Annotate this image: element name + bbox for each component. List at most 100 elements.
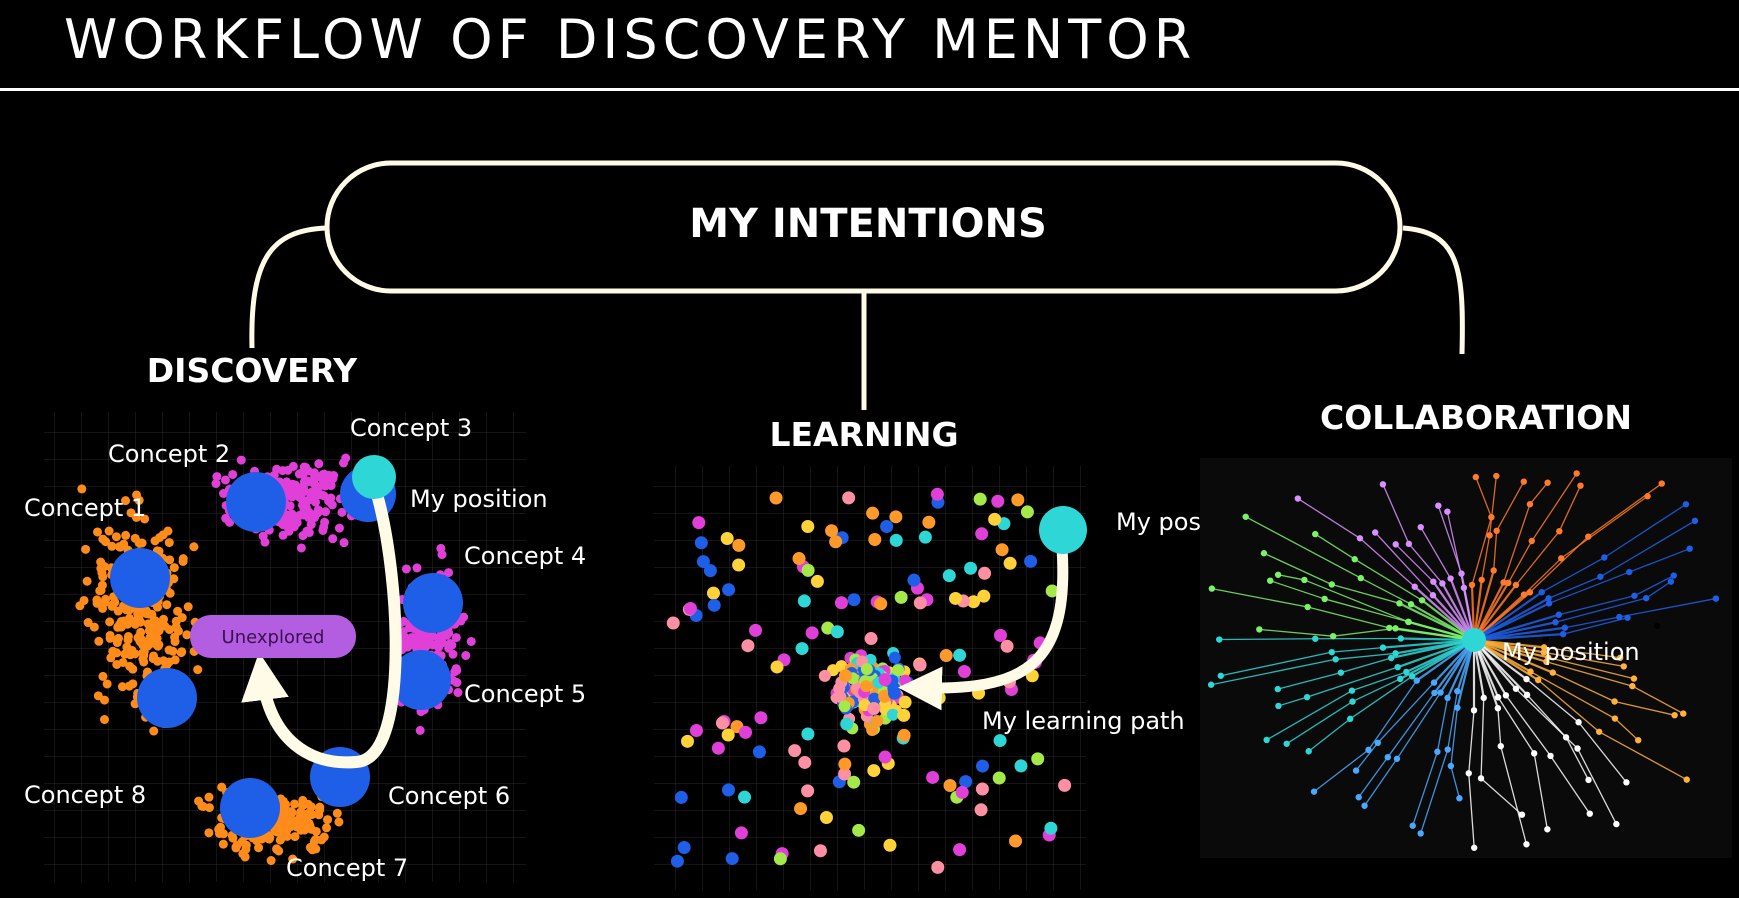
cluster-dot — [135, 636, 145, 646]
concept-node-7 — [220, 778, 280, 838]
cluster-dot — [92, 527, 102, 537]
network-edge — [1387, 692, 1435, 758]
unexplored-pill — [190, 615, 356, 658]
learning-dot — [754, 711, 768, 725]
network-edge — [1526, 678, 1580, 723]
network-edge — [1359, 537, 1416, 588]
concept-node-5 — [391, 650, 451, 710]
network-edge — [1314, 533, 1356, 560]
learning-dot — [878, 673, 892, 687]
cluster-dot — [193, 665, 203, 675]
learning-dot — [752, 745, 766, 759]
cluster-dot — [177, 647, 187, 657]
concept-node-4 — [403, 573, 463, 633]
cluster-dot — [114, 542, 124, 552]
concept-node-2 — [226, 472, 286, 532]
cluster-dot — [82, 576, 92, 586]
network-node — [1275, 702, 1282, 710]
learning-dot — [977, 589, 991, 603]
learning-dot — [993, 734, 1007, 748]
learning-dot — [943, 779, 957, 793]
cluster-dot — [452, 678, 462, 688]
cluster-dot — [212, 472, 222, 482]
cluster-dot — [260, 537, 270, 547]
network-edge — [1352, 678, 1401, 703]
cluster-dot — [121, 530, 131, 540]
cluster-dot — [338, 458, 348, 468]
learning-dot — [1011, 493, 1025, 507]
learning-dot — [801, 727, 815, 741]
learning-dot — [770, 660, 784, 674]
learning-dot — [798, 755, 812, 769]
learning-dot — [683, 602, 697, 616]
learning-dot — [1058, 778, 1072, 792]
learning-dot — [988, 512, 1002, 526]
network-node — [1351, 556, 1358, 563]
learning-dot — [681, 734, 695, 748]
network-edge — [1475, 476, 1492, 518]
network-edge — [1505, 694, 1552, 757]
network-node — [1310, 788, 1318, 795]
learning-dot — [696, 555, 710, 569]
cluster-dot — [112, 659, 122, 669]
cluster-dot — [337, 507, 347, 517]
learning-dot — [953, 648, 967, 662]
learning-dot — [706, 586, 720, 600]
my-position-node-collaboration — [1462, 628, 1486, 652]
cluster-dot — [407, 633, 417, 643]
network-edge — [1473, 613, 1560, 642]
network-node — [1586, 810, 1593, 817]
network-node — [1355, 794, 1362, 801]
cluster-dot — [173, 626, 183, 636]
cluster-dot — [131, 512, 141, 522]
cluster-dot — [182, 630, 192, 640]
network-node — [1403, 668, 1410, 676]
learning-dot — [889, 533, 903, 547]
learning-dot — [889, 510, 903, 524]
network-edge — [1507, 540, 1533, 584]
network-edge — [1481, 535, 1491, 581]
cluster-dot — [122, 642, 132, 652]
cluster-dot — [97, 580, 107, 590]
cluster-dot — [436, 543, 446, 553]
learning-dot — [666, 616, 680, 630]
cluster-dot — [290, 832, 300, 842]
cluster-dot — [214, 824, 224, 834]
network-edge — [1331, 583, 1400, 604]
cluster-dot — [298, 531, 308, 541]
network-node — [1680, 710, 1687, 717]
network-node — [1444, 746, 1451, 753]
network-edge — [1436, 697, 1449, 752]
cluster-dot — [211, 479, 221, 489]
learning-dot — [725, 852, 739, 866]
network-node — [1266, 577, 1274, 584]
learning-dot — [967, 595, 981, 609]
network-edge — [1614, 718, 1639, 741]
learning-dot — [959, 775, 973, 789]
network-edge — [1446, 511, 1465, 588]
cluster-dot — [99, 562, 109, 572]
network-node — [1620, 663, 1627, 670]
network-node — [1493, 472, 1500, 480]
cluster-dot — [236, 455, 246, 465]
learning-dot — [913, 596, 927, 610]
learning-dot — [703, 564, 717, 578]
cluster-dot — [324, 496, 334, 506]
network-edge — [1277, 672, 1342, 690]
learning-dot — [926, 770, 940, 784]
network-node — [1456, 795, 1463, 802]
cluster-dot — [177, 613, 187, 623]
network-edge — [1382, 638, 1475, 649]
network-edge — [1629, 548, 1690, 573]
network-edge — [1382, 484, 1410, 545]
network-edge — [1447, 691, 1459, 750]
learning-dot — [1000, 639, 1014, 653]
network-edge — [1558, 595, 1635, 616]
learning-dot — [829, 535, 843, 549]
cluster-dot — [149, 726, 159, 736]
network-edge — [1558, 485, 1582, 532]
learning-dot — [874, 597, 888, 611]
section-discovery: DISCOVERY — [147, 351, 359, 390]
network-node — [1460, 584, 1468, 591]
learning-dot — [810, 574, 824, 588]
